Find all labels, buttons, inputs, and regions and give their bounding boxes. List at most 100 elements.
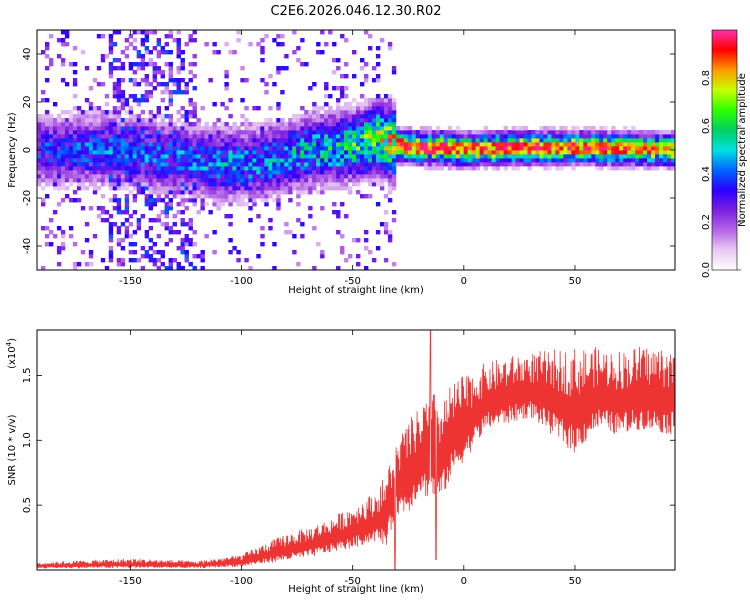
heatmap-cell xyxy=(340,150,345,155)
heatmap-cell xyxy=(116,202,122,207)
heatmap-cell xyxy=(248,130,253,135)
y-tick-label: 1.5 xyxy=(22,367,33,383)
heatmap-cell xyxy=(108,166,114,171)
heatmap-cell xyxy=(320,182,325,187)
heatmap-cell xyxy=(168,102,173,107)
heatmap-cell xyxy=(292,166,297,171)
heatmap-cell xyxy=(439,158,445,163)
heatmap-cell xyxy=(220,126,225,131)
heatmap-cell xyxy=(383,126,389,131)
heatmap-cell xyxy=(603,130,608,135)
heatmap-cell xyxy=(176,266,181,271)
heatmap-cell xyxy=(180,174,185,179)
heatmap-cell xyxy=(156,218,162,223)
heatmap-cell xyxy=(148,254,154,259)
heatmap-cell xyxy=(84,174,90,179)
colorbar-tick-label: 0.2 xyxy=(701,214,712,230)
heatmap-cell xyxy=(479,130,484,135)
heatmap-cell xyxy=(128,130,134,135)
heatmap-cell xyxy=(40,154,46,159)
heatmap-cell xyxy=(483,134,488,139)
heatmap-cell xyxy=(463,138,469,143)
heatmap-cell xyxy=(352,106,357,111)
heatmap-cell xyxy=(599,162,604,167)
heatmap-cell xyxy=(479,154,484,159)
heatmap-cell xyxy=(667,134,672,139)
heatmap-cell xyxy=(140,154,146,159)
heatmap-cell xyxy=(411,146,417,151)
heatmap-cell xyxy=(260,126,265,131)
heatmap-cell xyxy=(587,150,592,155)
heatmap-cell xyxy=(280,90,285,95)
heatmap-cell xyxy=(128,166,134,171)
heatmap-cell xyxy=(379,138,385,143)
heatmap-cell xyxy=(336,98,341,103)
heatmap-cell xyxy=(160,158,165,163)
heatmap-cell xyxy=(391,98,397,103)
heatmap-cell xyxy=(244,126,249,131)
heatmap-cell xyxy=(112,194,118,199)
heatmap-cell xyxy=(375,178,381,183)
heatmap-cell xyxy=(371,158,377,163)
heatmap-cell xyxy=(216,182,221,187)
heatmap-cell xyxy=(116,206,122,211)
heatmap-cell xyxy=(292,234,297,239)
snr-y-ticks: 0.51.01.5 xyxy=(22,367,675,513)
heatmap-cell xyxy=(391,142,397,147)
heatmap-cell xyxy=(371,118,377,123)
heatmap-cell xyxy=(216,174,221,179)
heatmap-cell xyxy=(387,130,393,135)
heatmap-cell xyxy=(60,234,66,239)
heatmap-cell xyxy=(276,142,281,147)
heatmap-cell xyxy=(519,126,524,131)
heatmap-cell xyxy=(276,182,281,187)
heatmap-cell xyxy=(92,158,98,163)
heatmap-cell xyxy=(332,170,337,175)
heatmap-cell xyxy=(104,122,110,127)
heatmap-cell xyxy=(579,158,584,163)
heatmap-cell xyxy=(328,114,333,119)
heatmap-cell xyxy=(391,150,397,155)
heatmap-cell xyxy=(387,166,393,171)
heatmap-cell xyxy=(503,138,508,143)
heatmap-cell xyxy=(419,162,425,167)
heatmap-cell xyxy=(164,42,169,47)
heatmap-cell xyxy=(328,170,333,175)
heatmap-cell xyxy=(112,138,118,143)
heatmap-cell xyxy=(120,62,126,67)
heatmap-cell xyxy=(264,182,269,187)
heatmap-cell xyxy=(96,150,102,155)
heatmap-cell xyxy=(296,186,301,191)
heatmap-cell xyxy=(116,142,122,147)
heatmap-cell xyxy=(515,166,520,171)
heatmap-cell xyxy=(356,102,361,107)
heatmap-cell xyxy=(92,114,98,119)
heatmap-cell xyxy=(176,54,181,59)
heatmap-cell xyxy=(172,38,177,43)
heatmap-cell xyxy=(495,134,500,139)
heatmap-cell xyxy=(56,182,62,187)
heatmap-cell xyxy=(567,134,572,139)
heatmap-cell xyxy=(56,262,62,267)
heatmap-cell xyxy=(184,118,189,123)
heatmap-cell xyxy=(140,126,146,131)
heatmap-cell xyxy=(391,134,397,139)
heatmap-cell xyxy=(260,38,265,43)
heatmap-cell xyxy=(543,158,548,163)
heatmap-cell xyxy=(336,134,341,139)
heatmap-cell xyxy=(112,30,118,35)
heatmap-cell xyxy=(212,202,217,207)
heatmap-cell xyxy=(136,150,142,155)
heatmap-cell xyxy=(84,166,90,171)
heatmap-cell xyxy=(367,126,373,131)
heatmap-cell xyxy=(336,162,341,167)
heatmap-cell xyxy=(216,154,221,159)
heatmap-cell xyxy=(419,146,425,151)
heatmap-cell xyxy=(555,150,560,155)
heatmap-cell xyxy=(120,154,126,159)
heatmap-cell xyxy=(204,178,209,183)
heatmap-cell xyxy=(216,146,221,151)
heatmap-cell xyxy=(160,126,165,131)
heatmap-cell xyxy=(252,166,257,171)
heatmap-cell xyxy=(208,154,213,159)
